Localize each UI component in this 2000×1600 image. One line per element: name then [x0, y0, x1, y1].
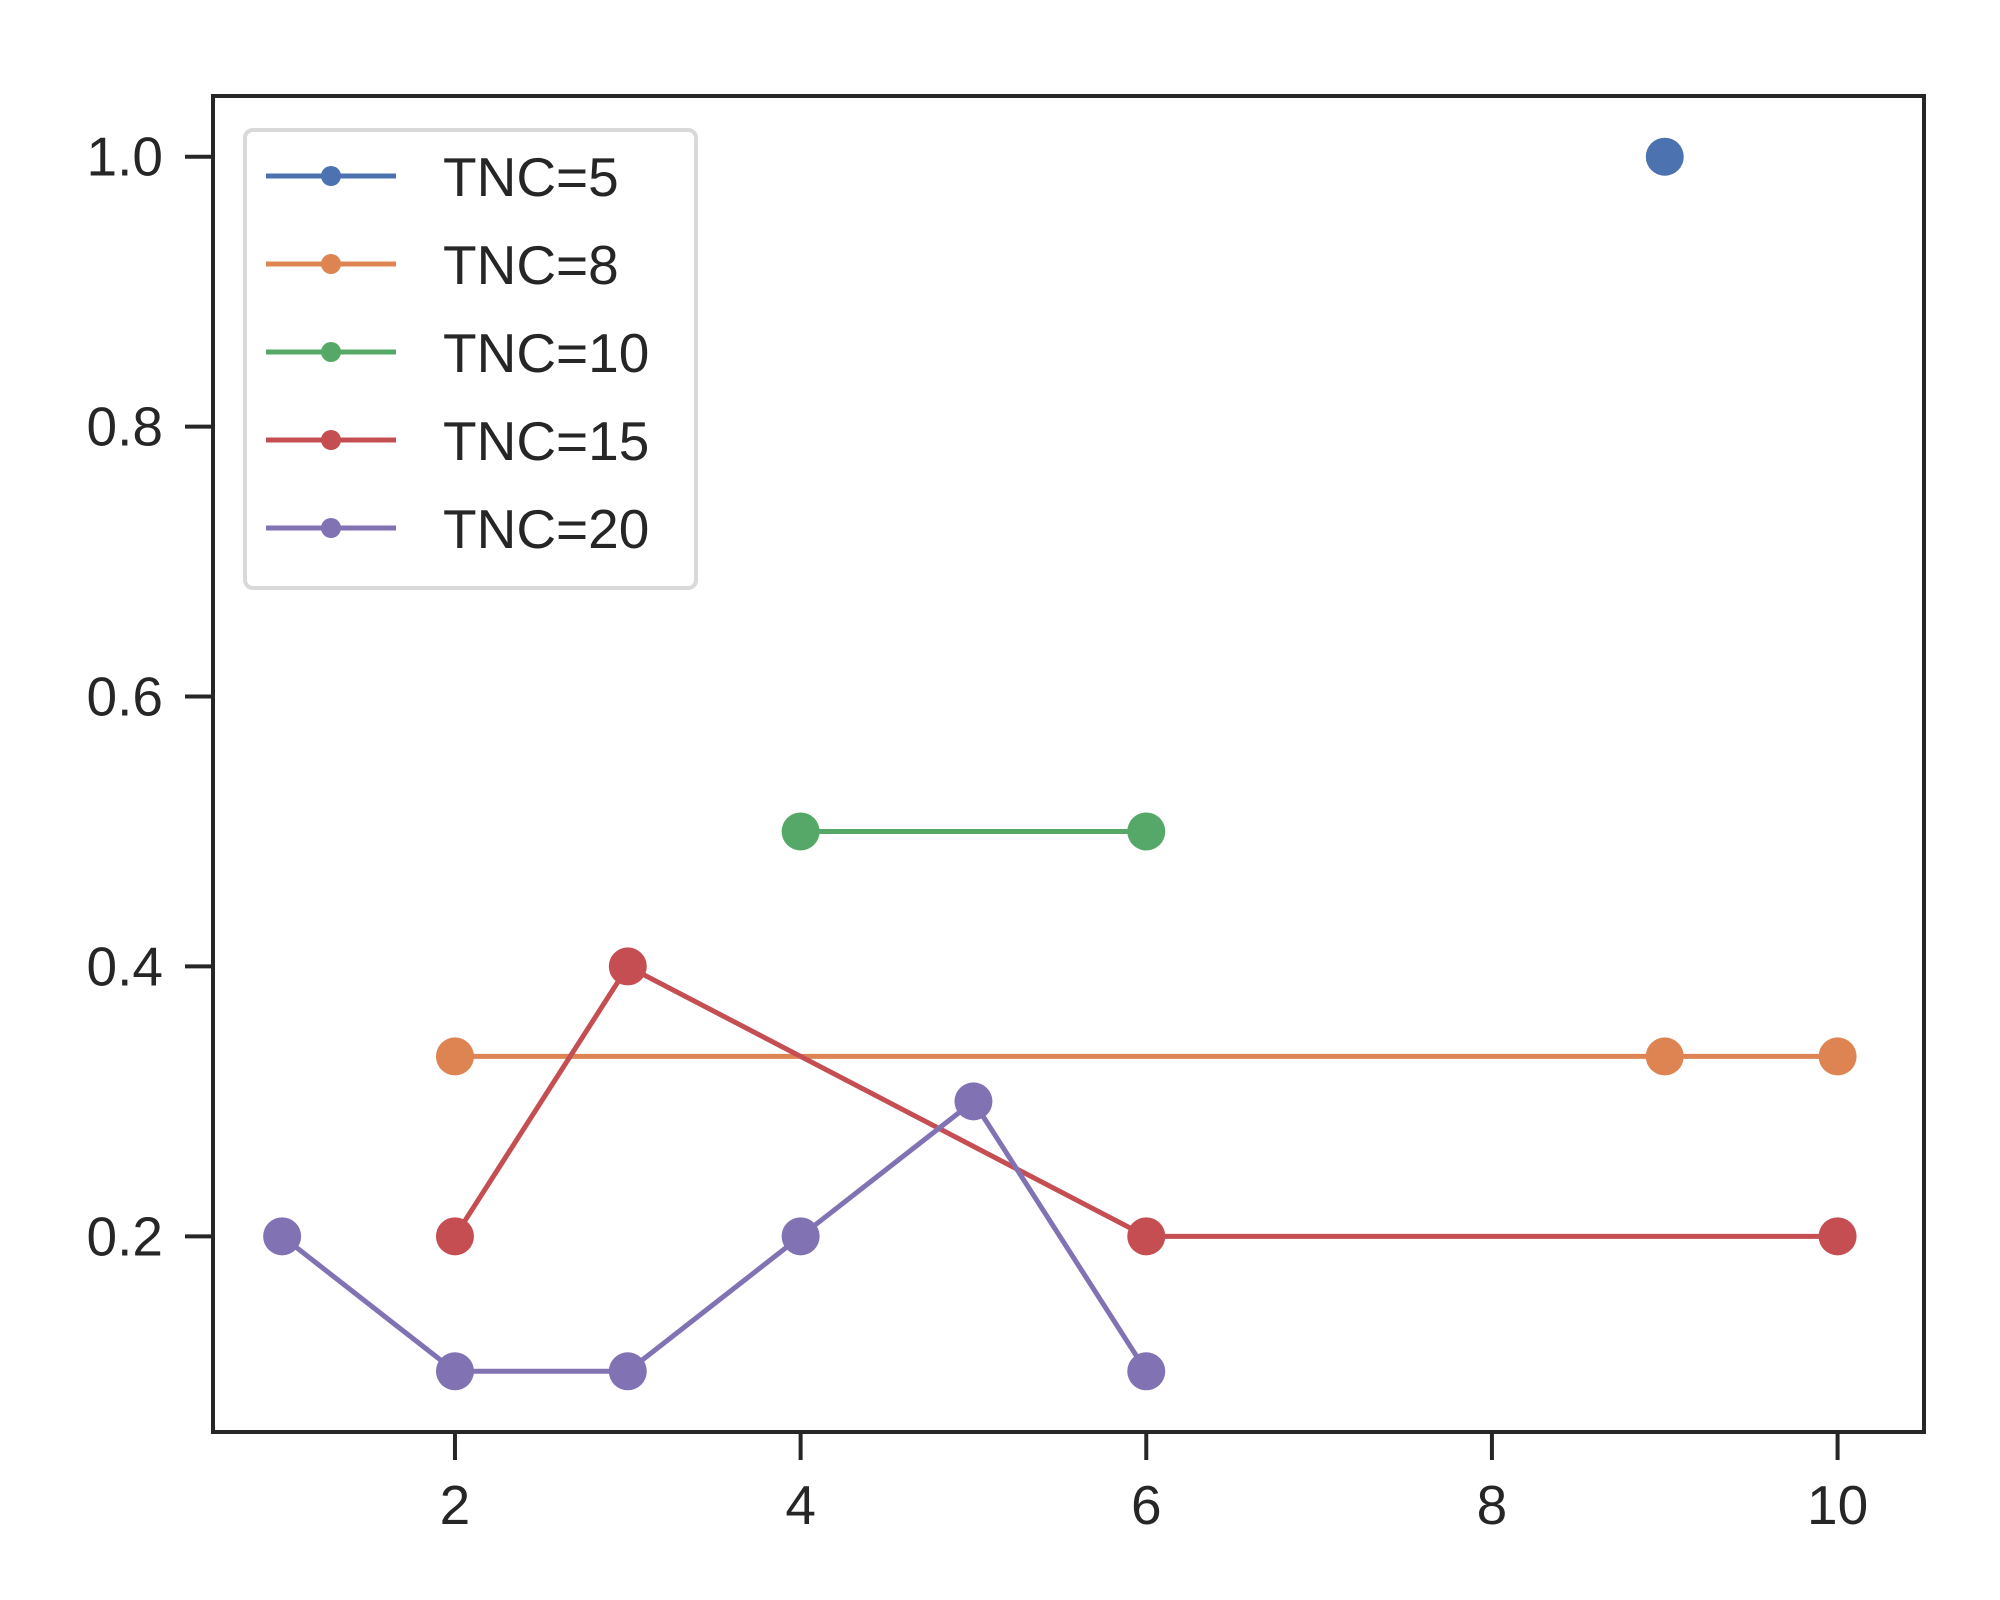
legend-label: TNC=10 — [443, 322, 649, 384]
legend-label: TNC=5 — [443, 146, 619, 208]
data-point — [1127, 812, 1166, 851]
data-point — [1818, 1037, 1857, 1076]
y-tick-label: 0.4 — [87, 935, 163, 997]
legend-marker-swatch — [321, 254, 341, 274]
x-tick-label: 2 — [440, 1474, 471, 1536]
legend-label: TNC=20 — [443, 498, 649, 560]
axes: 2 4 6 8 10 0.2 0.4 0.6 0.8 1.0 — [87, 94, 1926, 1536]
legend-marker-swatch — [321, 166, 341, 186]
data-point — [435, 1352, 474, 1391]
x-tick-label: 6 — [1131, 1474, 1162, 1536]
legend-marker-swatch — [321, 430, 341, 450]
series-line — [452, 963, 1838, 1239]
series-tnc-5 — [1645, 137, 1684, 176]
data-point — [263, 1217, 302, 1256]
legend-marker-swatch — [321, 342, 341, 362]
data-point — [781, 1217, 820, 1256]
legend-label: TNC=8 — [443, 234, 619, 296]
data-point — [1645, 1037, 1684, 1076]
data-point — [435, 1037, 474, 1076]
y-tick-label: 0.8 — [87, 396, 163, 458]
data-point — [1645, 137, 1684, 176]
legend-item: TNC=10 — [266, 322, 649, 384]
x-tick-label: 8 — [1477, 1474, 1508, 1536]
y-tick-label: 0.2 — [87, 1205, 163, 1267]
legend: TNC=5 TNC=8 TNC=10 TNC=15 TNC=20 — [243, 128, 698, 590]
y-tick-label: 1.0 — [87, 126, 163, 188]
series-tnc-20 — [263, 1082, 1166, 1391]
legend-box — [243, 128, 698, 590]
data-point — [954, 1082, 993, 1121]
series-line — [280, 1098, 1149, 1374]
legend-item: TNC=5 — [266, 146, 619, 208]
legend-item: TNC=20 — [266, 498, 649, 560]
y-tick-label: 0.6 — [87, 666, 163, 728]
data-point — [1127, 1352, 1166, 1391]
legend-item: TNC=15 — [266, 410, 649, 472]
data-point — [435, 1217, 474, 1256]
series-tnc-15 — [435, 947, 1857, 1256]
legend-marker-swatch — [321, 518, 341, 538]
legend-item: TNC=8 — [266, 234, 619, 296]
x-tick-label: 10 — [1807, 1474, 1868, 1536]
legend-label: TNC=15 — [443, 410, 649, 472]
plot-frame — [211, 94, 1926, 1434]
data-point — [781, 812, 820, 851]
x-tick-label: 4 — [785, 1474, 816, 1536]
data-point — [608, 947, 647, 986]
plot-area-series — [263, 137, 1857, 1391]
data-point — [1818, 1217, 1857, 1256]
series-tnc-8 — [435, 1037, 1857, 1076]
data-point — [608, 1352, 647, 1391]
series-tnc-10 — [781, 812, 1166, 851]
data-point — [1127, 1217, 1166, 1256]
